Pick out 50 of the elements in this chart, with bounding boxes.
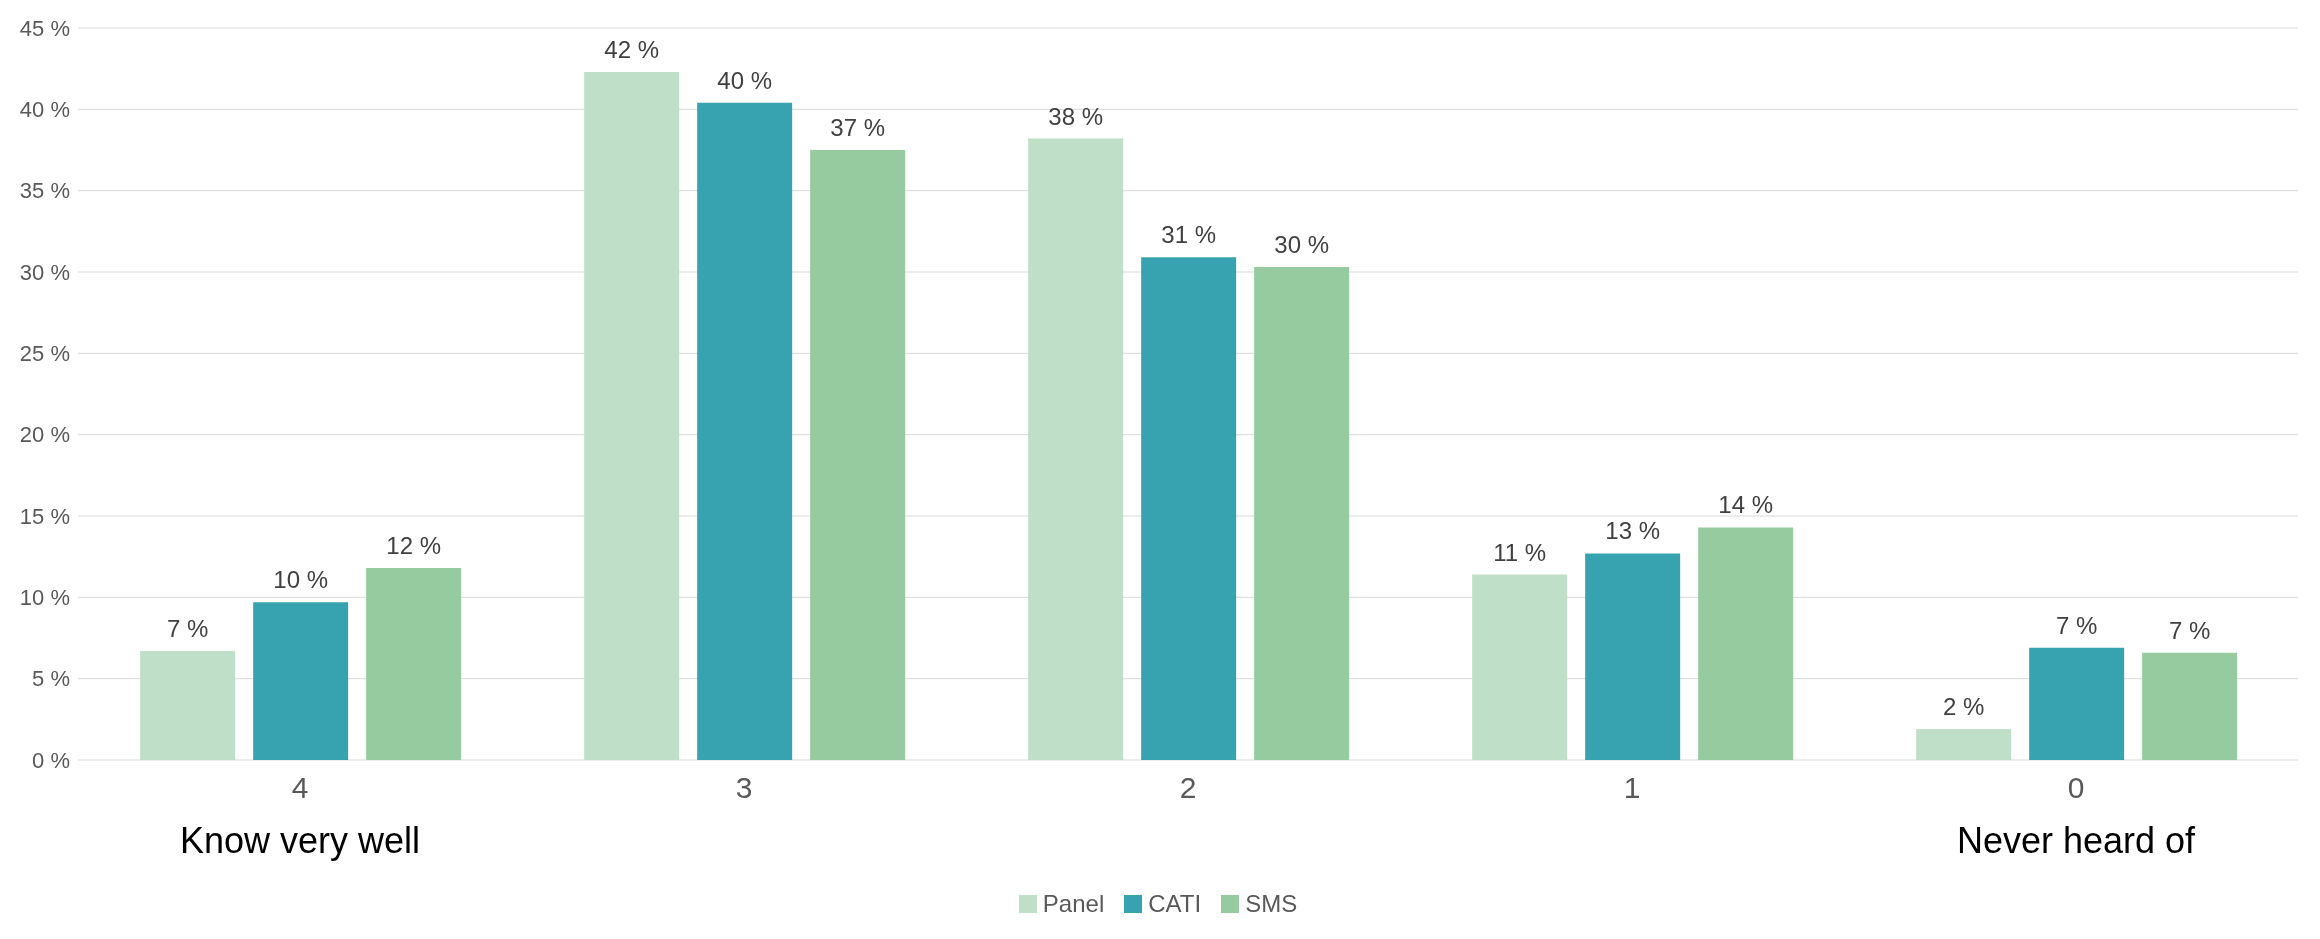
x-tick-label: 0 (2067, 771, 2085, 804)
data-label: 31 % (1161, 221, 1217, 249)
text: Never heard of (1956, 820, 2197, 861)
data-label: 30 % (1274, 231, 1330, 259)
data-label: 2 % (1942, 693, 1985, 721)
bar (1916, 729, 2012, 760)
y-tick-label: 30 % (19, 259, 70, 285)
bar (584, 71, 680, 760)
bar (1028, 138, 1124, 760)
bar (253, 602, 349, 760)
bar (1585, 553, 1681, 760)
bar (366, 568, 462, 760)
legend-label: CATI (1147, 890, 1202, 918)
bar (140, 651, 236, 760)
data-label: 12 % (386, 532, 442, 560)
data-label: 14 % (1718, 491, 1774, 519)
bar (1472, 574, 1568, 760)
data-label: 7 % (2168, 616, 2211, 644)
bar (697, 102, 793, 760)
legend-label: SMS (1244, 890, 1298, 918)
data-label: 37 % (830, 114, 886, 141)
data-label: 40 % (717, 66, 773, 94)
data-label: 7 % (166, 615, 209, 643)
legend-label: Panel (1041, 890, 1105, 918)
data-label: 42 % (604, 35, 660, 63)
bar (1698, 527, 1794, 760)
x-tick-label: 1 (1623, 771, 1641, 804)
data-label: 7 % (2055, 611, 2098, 639)
y-tick-label: 40 % (19, 97, 70, 123)
bar (1141, 257, 1237, 760)
x-tick-label: 4 (291, 771, 309, 804)
y-tick-label: 0 % (32, 747, 70, 773)
data-label: 10 % (273, 566, 329, 594)
y-tick-label: 15 % (19, 503, 70, 529)
x-tick-label: 2 (1179, 771, 1197, 804)
bar (2029, 647, 2125, 760)
text: Know very well (179, 820, 421, 861)
data-label: 38 % (1048, 102, 1104, 130)
bar (1254, 267, 1350, 760)
y-tick-label: 5 % (32, 666, 70, 692)
y-tick-label: 35 % (19, 178, 70, 204)
x-tick-label: 3 (735, 771, 753, 804)
y-tick-label: 10 % (19, 585, 70, 611)
bar (810, 150, 906, 760)
y-tick-label: 45 % (19, 15, 70, 41)
data-label: 13 % (1605, 517, 1661, 545)
bar (2142, 652, 2238, 760)
y-tick-label: 25 % (19, 341, 70, 367)
y-tick-label: 20 % (19, 422, 70, 448)
data-label: 11 % (1493, 538, 1547, 566)
